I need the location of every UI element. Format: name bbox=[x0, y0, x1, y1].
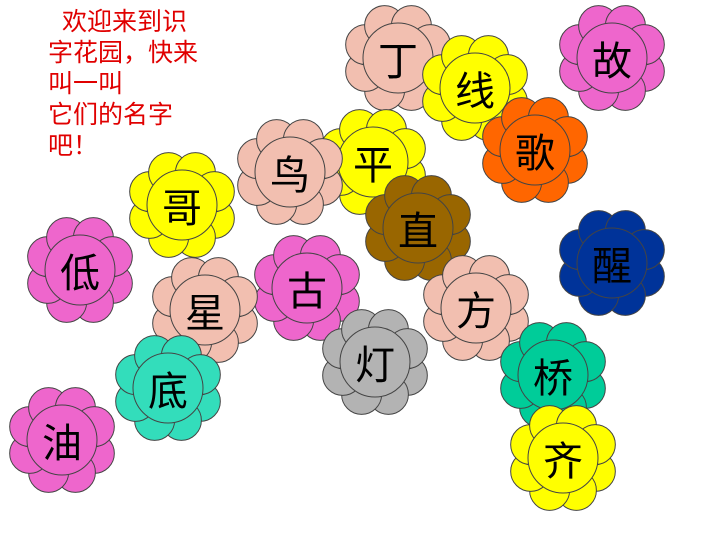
flower-character: 歌 bbox=[515, 131, 555, 177]
flower-center bbox=[169, 274, 241, 346]
flower-center bbox=[339, 326, 411, 398]
flower-center bbox=[44, 234, 116, 306]
flower-center bbox=[132, 352, 204, 424]
flower-center bbox=[527, 422, 599, 494]
flower-底[interactable]: 底 bbox=[108, 328, 228, 448]
flower-character: 星 bbox=[185, 291, 225, 337]
flower-petals bbox=[482, 97, 588, 203]
flower-petals bbox=[129, 152, 235, 258]
intro-line: 叫一叫 bbox=[48, 69, 124, 98]
flower-petals bbox=[559, 210, 665, 316]
flower-center bbox=[146, 169, 218, 241]
flower-哥[interactable]: 哥 bbox=[122, 145, 242, 265]
flower-直[interactable]: 直 bbox=[358, 168, 478, 288]
flower-center bbox=[576, 227, 648, 299]
flower-petals bbox=[559, 5, 665, 111]
flower-character: 桥 bbox=[533, 356, 573, 402]
flower-petals bbox=[27, 217, 133, 323]
intro-line: 欢迎来到识 bbox=[62, 7, 188, 36]
flower-鸟[interactable]: 鸟 bbox=[230, 112, 350, 232]
flower-character: 故 bbox=[592, 39, 632, 85]
flower-character: 方 bbox=[456, 289, 496, 335]
flower-petals bbox=[365, 175, 471, 281]
flower-center bbox=[439, 52, 511, 124]
intro-line: 字花园，快来 bbox=[48, 38, 199, 67]
flower-center bbox=[271, 252, 343, 324]
flower-醒[interactable]: 醒 bbox=[552, 203, 672, 323]
flower-character: 齐 bbox=[543, 439, 583, 485]
flower-character: 低 bbox=[60, 251, 100, 297]
flower-petals bbox=[237, 119, 343, 225]
flower-petals bbox=[9, 387, 115, 493]
flower-character: 丁 bbox=[378, 39, 418, 85]
flower-油[interactable]: 油 bbox=[2, 380, 122, 500]
flower-故[interactable]: 故 bbox=[552, 0, 672, 118]
flower-character: 古 bbox=[287, 269, 327, 315]
flower-center bbox=[26, 404, 98, 476]
flower-character: 平 bbox=[353, 143, 393, 189]
flower-petals bbox=[322, 309, 428, 415]
flower-center bbox=[440, 272, 512, 344]
flower-灯[interactable]: 灯 bbox=[315, 302, 435, 422]
flower-center bbox=[254, 136, 326, 208]
flower-character: 油 bbox=[42, 421, 82, 467]
flower-character: 醒 bbox=[592, 244, 632, 290]
flower-character: 线 bbox=[455, 69, 495, 115]
flower-character: 灯 bbox=[355, 343, 395, 389]
flower-petals bbox=[510, 405, 616, 511]
flower-character: 直 bbox=[398, 209, 438, 255]
intro-line: 吧！ bbox=[48, 131, 99, 160]
flower-歌[interactable]: 歌 bbox=[475, 90, 595, 210]
flower-古[interactable]: 古 bbox=[247, 228, 367, 348]
intro-text: 欢迎来到识 字花园，快来 叫一叫 它们的名字 吧！ bbox=[48, 6, 248, 161]
flower-低[interactable]: 低 bbox=[20, 210, 140, 330]
flower-character: 底 bbox=[148, 369, 188, 415]
flower-center bbox=[576, 22, 648, 94]
flower-character: 鸟 bbox=[270, 153, 310, 199]
flower-center bbox=[382, 192, 454, 264]
flower-center bbox=[499, 114, 571, 186]
flower-petals bbox=[423, 255, 529, 361]
intro-line: 它们的名字 bbox=[48, 100, 174, 129]
flower-petals bbox=[254, 235, 360, 341]
flower-character: 哥 bbox=[162, 186, 202, 232]
flower-方[interactable]: 方 bbox=[416, 248, 536, 368]
flower-petals bbox=[115, 335, 221, 441]
flower-齐[interactable]: 齐 bbox=[503, 398, 623, 518]
